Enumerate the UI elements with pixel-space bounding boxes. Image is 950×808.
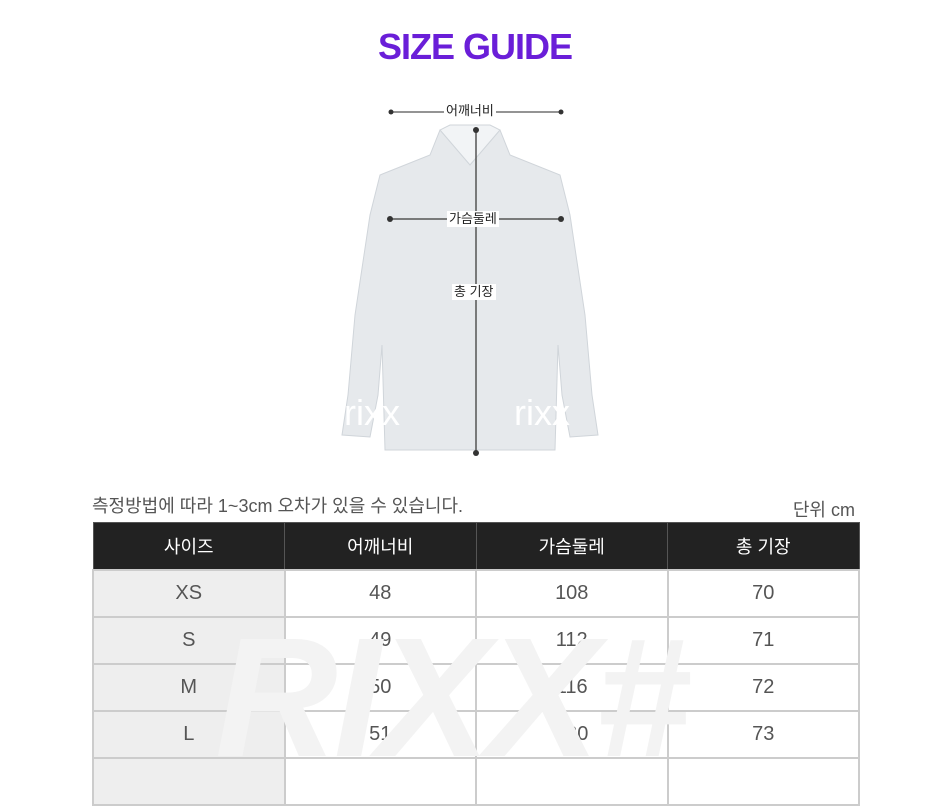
table-cell: 49 — [283, 616, 477, 665]
table-cell: 51 — [283, 710, 477, 759]
table-cell: 72 — [666, 663, 860, 712]
table-cell: 48 — [283, 569, 477, 618]
table-cell — [475, 757, 669, 806]
table-cell: 50 — [283, 663, 477, 712]
table-row: XS 48 108 70 — [92, 569, 860, 618]
length-label: 총 기장 — [452, 284, 496, 300]
table-header-row: 사이즈 어깨너비 가슴둘레 총 기장 — [92, 522, 860, 571]
watermark-left: rixx — [344, 392, 400, 433]
table-cell: S — [92, 616, 286, 665]
table-cell: 71 — [666, 616, 860, 665]
table-row — [92, 757, 860, 806]
header-chest: 가슴둘레 — [475, 522, 668, 571]
table-cell: 120 — [475, 710, 669, 759]
table-cell: 70 — [666, 569, 860, 618]
header-shoulder: 어깨너비 — [284, 522, 477, 571]
table-cell — [283, 757, 477, 806]
table-cell: 73 — [666, 710, 860, 759]
unit-label: 단위 cm — [792, 500, 855, 520]
shoulder-label: 어깨너비 — [444, 103, 496, 119]
table-row: M 50 116 72 — [92, 663, 860, 712]
chest-label: 가슴둘레 — [447, 211, 499, 227]
table-cell — [92, 757, 286, 806]
table-row: S 49 112 71 — [92, 616, 860, 665]
header-size: 사이즈 — [92, 522, 285, 571]
table-row: L 51 120 73 — [92, 710, 860, 759]
table-cell — [666, 757, 860, 806]
size-table: 사이즈 어깨너비 가슴둘레 총 기장 XS 48 108 70 S 49 112 71 M 50 1… — [92, 522, 860, 806]
brand-watermark: RIXX# — [215, 603, 690, 793]
header-length: 총 기장 — [667, 522, 860, 571]
shirt-image: rixx rixx — [341, 109, 599, 456]
table-cell: 116 — [475, 663, 669, 712]
table-cell: 112 — [475, 616, 669, 665]
table-cell: L — [92, 710, 286, 759]
watermark-right: rixx — [514, 392, 570, 433]
table-cell: M — [92, 663, 286, 712]
table-cell: 108 — [475, 569, 669, 618]
table-cell: XS — [92, 569, 286, 618]
shirt-figure: rixx rixx 어깨너비 가슴둘레 총 기장 — [330, 95, 620, 465]
measurement-note: 측정방법에 따라 1~3cm 오차가 있을 수 있습니다. — [92, 496, 464, 516]
page-title: SIZE GUIDE — [377, 26, 573, 67]
